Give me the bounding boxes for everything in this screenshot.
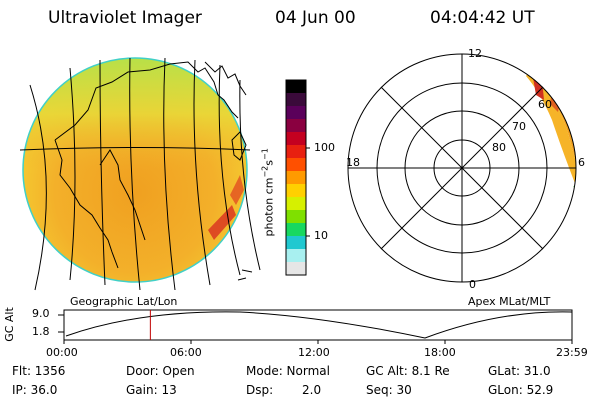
colorbar-swatch xyxy=(286,158,306,172)
colorbar-unit-exp2: −1 xyxy=(260,148,270,160)
colorbar-tick-100: 100 xyxy=(314,141,335,154)
earth-disk xyxy=(22,57,248,283)
colorbar-swatch xyxy=(286,106,306,120)
colorbar-swatch xyxy=(286,132,306,146)
geo-latitude: GLat: 31.0 xyxy=(488,364,551,378)
colorbar-swatch xyxy=(286,80,306,94)
altitude-plot xyxy=(58,309,573,344)
polar-mlt-12: 12 xyxy=(468,47,482,60)
colorbar-swatch xyxy=(286,93,306,107)
time-tick-0600: 06:00 xyxy=(170,346,202,359)
polar-mlt-6: 6 xyxy=(578,156,585,169)
polar-lat-70: 70 xyxy=(512,120,526,133)
coastlines xyxy=(54,61,253,281)
altitude-tick-9: 9.0 xyxy=(32,307,50,320)
colorbar-swatch xyxy=(286,197,306,211)
gain-value: Gain: 13 xyxy=(126,383,177,397)
altitude-curve xyxy=(65,311,573,339)
gc-altitude: GC Alt: 8.1 Re xyxy=(366,364,450,378)
colorbar-swatch xyxy=(286,210,306,224)
mode-status: Mode: Normal xyxy=(246,364,330,378)
lat-lon-grid xyxy=(19,57,261,291)
flight-number: Flt: 1356 xyxy=(12,364,66,378)
apex-caption: Apex MLat/MLT xyxy=(468,295,551,308)
colorbar-swatch xyxy=(286,119,306,133)
colorbar-swatch xyxy=(286,184,306,198)
colorbar-unit-exp1: −2 xyxy=(260,165,270,178)
colorbar-unit-s: s xyxy=(262,159,276,166)
polar-lat-80: 80 xyxy=(492,141,506,154)
dsp-label: Dsp: xyxy=(246,383,274,397)
instrument-title: Ultraviolet Imager xyxy=(48,8,202,28)
geographic-caption: Geographic Lat/Lon xyxy=(70,295,178,308)
dsp-value: 2.0 xyxy=(302,383,322,397)
time-tick-1800: 18:00 xyxy=(424,346,456,359)
aurora-streaks xyxy=(208,175,244,240)
polar-mlt-0: 0 xyxy=(469,278,476,291)
time-tick-1200: 12:00 xyxy=(298,346,330,359)
colorbar-swatch xyxy=(286,145,306,159)
colorbar-tick-10: 10 xyxy=(314,229,328,242)
altitude-axis-title: GC Alt xyxy=(2,307,16,342)
colorbar-swatch xyxy=(286,171,306,185)
colorbar-swatch xyxy=(286,262,306,276)
geo-longitude: GLon: 52.9 xyxy=(488,383,554,397)
sequence-value: Seq: 30 xyxy=(366,383,412,397)
polar-lat-60: 60 xyxy=(538,98,552,111)
colorbar-swatch xyxy=(286,249,306,263)
polar-mlt-18: 18 xyxy=(346,156,360,169)
time-tick-2359: 23:59 xyxy=(556,346,588,359)
colorbar-border xyxy=(285,79,307,276)
colorbar-swatch xyxy=(286,223,306,237)
date-label: 04 Jun 00 xyxy=(275,8,356,28)
colorbar-unit-label: photon cm−2s−1 xyxy=(261,112,276,272)
door-status: Door: Open xyxy=(126,364,195,378)
colorbar-swatch xyxy=(286,236,306,250)
colorbar xyxy=(285,79,310,276)
altitude-tick-1-8: 1.8 xyxy=(32,325,50,338)
ip-value: IP: 36.0 xyxy=(12,383,58,397)
polar-plot xyxy=(347,53,577,283)
time-tick-0000: 00:00 xyxy=(46,346,78,359)
colorbar-unit-text: photon cm xyxy=(262,177,276,237)
time-label: 04:04:42 UT xyxy=(430,8,535,28)
